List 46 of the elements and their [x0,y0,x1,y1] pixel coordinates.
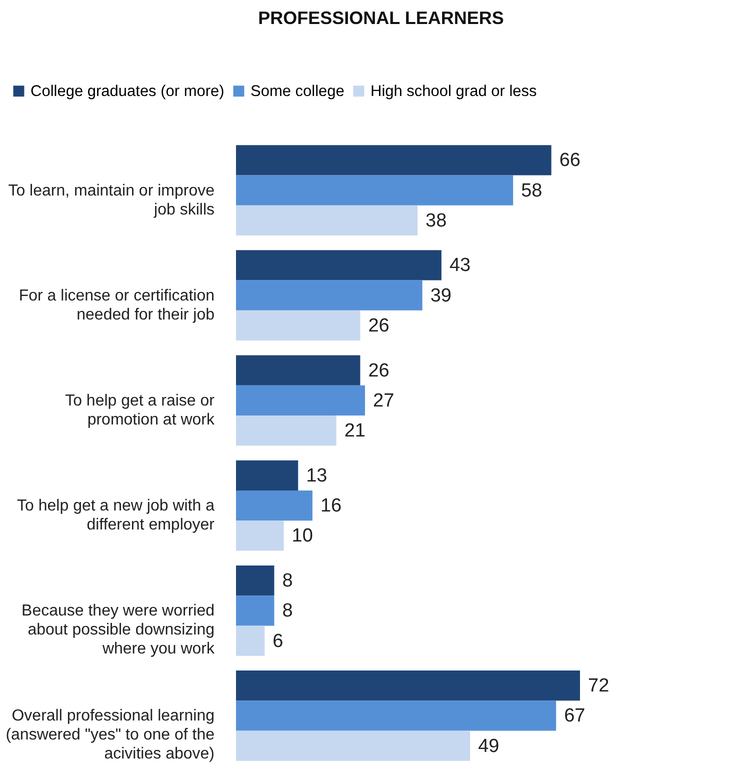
y-tick-label: To learn, maintain or improve job skills [8,182,215,218]
data-label: 43 [449,255,471,276]
data-label: 26 [368,315,390,336]
legend-label: High school grad or less [370,83,538,100]
data-label: 27 [373,390,394,412]
y-tick-label: Because they were worried about possible downsizing where you work [22,602,216,658]
data-label: 16 [320,496,342,517]
chart-title: PROFESSIONAL LEARNERS [258,8,504,28]
y-tick-label: To help get a raise or promotion at work [65,392,216,428]
bar [236,596,274,626]
y-tick-label: To help get a new job with a different employer [17,498,216,534]
data-label: 39 [430,285,452,306]
bar [236,626,265,656]
bar [236,355,360,386]
data-label: 72 [588,676,610,697]
legend-label: Some college [250,83,344,100]
data-label: 8 [282,570,293,592]
data-label: 49 [478,736,500,757]
bar [236,565,274,596]
data-label: 58 [521,180,542,202]
bar [236,460,298,490]
data-label: 26 [368,360,390,382]
bar [236,205,418,236]
data-label: 13 [306,465,328,486]
bar [236,250,442,280]
data-label: 38 [426,210,447,232]
y-tick-label: Overall professional learning (answered "yes" to one of the acivities above) [6,708,215,763]
bar [236,310,360,341]
bar [236,385,365,416]
data-label: 66 [559,150,580,172]
bar [236,700,556,731]
bar [236,280,422,310]
bar [236,416,336,446]
data-label: 67 [564,706,586,727]
data-label: 8 [282,600,293,622]
legend-label: College graduates (or more) [30,83,224,100]
data-label: 21 [344,420,366,442]
bar [236,670,580,701]
y-tick-label: For a license or certification needed for their job [18,287,215,324]
bar [236,490,312,521]
bar [236,520,284,551]
data-label: 10 [292,526,313,547]
bar [236,175,514,206]
bar [236,730,470,761]
data-label: 6 [272,630,284,652]
bar [236,145,552,176]
